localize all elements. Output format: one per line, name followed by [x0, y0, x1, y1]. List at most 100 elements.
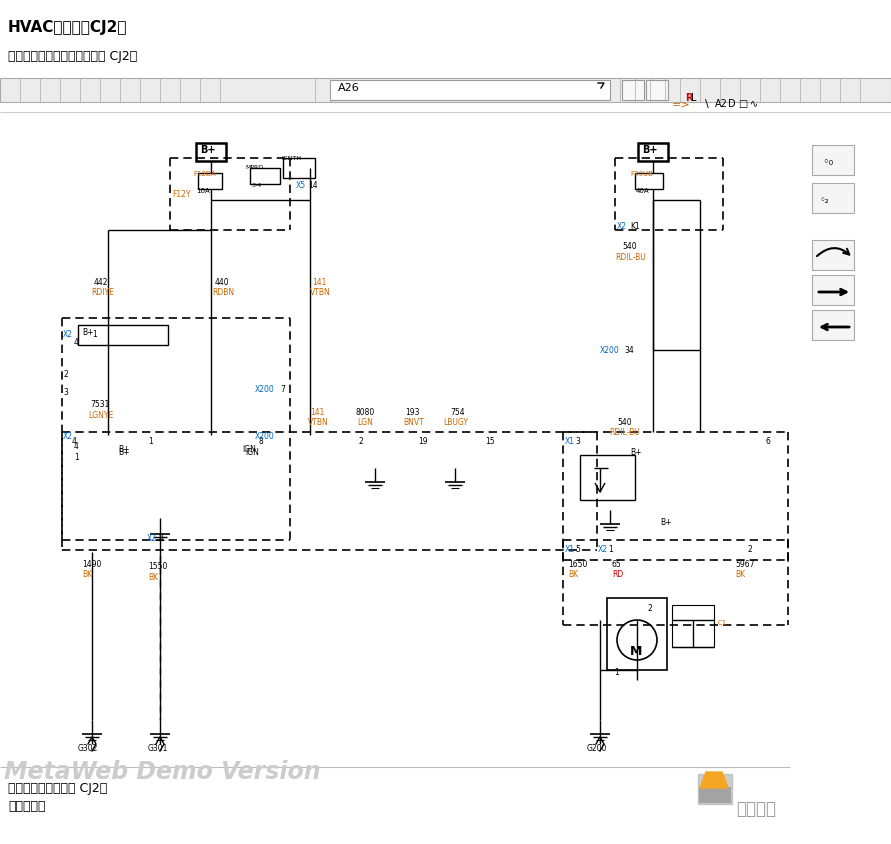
- Text: ∿: ∿: [750, 99, 758, 109]
- Text: 34: 34: [624, 346, 634, 355]
- Text: 2: 2: [358, 437, 363, 446]
- Text: B+: B+: [660, 518, 672, 527]
- Bar: [812, 240, 854, 270]
- Bar: [812, 183, 854, 213]
- Text: RDIYE: RDIYE: [91, 288, 114, 297]
- Bar: [646, 80, 668, 100]
- Bar: [0, 78, 891, 102]
- Text: X200: X200: [255, 385, 274, 394]
- Text: 5967: 5967: [735, 560, 755, 569]
- Text: M: M: [630, 645, 642, 658]
- Polygon shape: [698, 774, 732, 804]
- Text: 3: 3: [63, 388, 68, 397]
- Text: BK: BK: [568, 570, 578, 579]
- Text: IGN: IGN: [242, 445, 256, 454]
- Text: B+: B+: [82, 328, 94, 337]
- Text: □: □: [738, 99, 748, 109]
- Text: MetaWeb Demo Version: MetaWeb Demo Version: [4, 760, 321, 784]
- Text: 440: 440: [215, 278, 230, 287]
- Text: R: R: [685, 93, 692, 103]
- Text: B+: B+: [642, 145, 658, 155]
- Text: 3: 3: [575, 437, 580, 446]
- Text: B+: B+: [630, 448, 642, 457]
- Text: IGN: IGN: [245, 448, 259, 457]
- Text: 141: 141: [312, 278, 326, 287]
- Text: G301: G301: [148, 744, 168, 753]
- Text: F12Y: F12Y: [172, 190, 191, 199]
- Bar: [250, 168, 280, 184]
- Text: X200: X200: [600, 346, 620, 355]
- Bar: [196, 143, 226, 161]
- Text: MPRD: MPRD: [245, 165, 263, 170]
- Text: C1: C1: [718, 620, 727, 626]
- Bar: [812, 310, 854, 340]
- Text: BNVT: BNVT: [403, 418, 424, 427]
- Text: \: \: [705, 99, 708, 109]
- Text: X2: X2: [598, 545, 608, 554]
- Text: 10A: 10A: [196, 188, 209, 194]
- Text: 540: 540: [622, 242, 637, 251]
- Bar: [638, 143, 668, 161]
- Text: 5: 5: [575, 545, 580, 554]
- Text: X2: X2: [63, 432, 73, 441]
- Text: RD: RD: [612, 570, 623, 579]
- Bar: [635, 173, 663, 189]
- Bar: [607, 598, 667, 670]
- Text: =>: =>: [672, 99, 691, 109]
- Text: RDIL-BU: RDIL-BU: [609, 428, 640, 437]
- Text: B+: B+: [118, 445, 129, 454]
- Text: BK: BK: [148, 573, 158, 582]
- Text: A26: A26: [338, 83, 360, 93]
- Text: D: D: [728, 99, 736, 109]
- Text: 193: 193: [405, 408, 420, 417]
- Text: F30UB: F30UB: [630, 171, 653, 177]
- Text: 4: 4: [72, 437, 77, 446]
- Text: X2: X2: [147, 534, 157, 543]
- Text: 2: 2: [648, 604, 653, 613]
- Text: 7: 7: [280, 385, 285, 394]
- Text: ◦₀: ◦₀: [822, 157, 833, 167]
- Text: 754: 754: [450, 408, 464, 417]
- Text: 141: 141: [310, 408, 324, 417]
- Text: 15: 15: [485, 437, 495, 446]
- Text: 3-4: 3-4: [252, 183, 262, 188]
- Text: 1: 1: [608, 545, 613, 554]
- Text: 2: 2: [63, 370, 68, 379]
- Text: 4: 4: [74, 338, 79, 347]
- Text: 1: 1: [614, 668, 618, 677]
- Text: 8: 8: [258, 437, 263, 446]
- Text: VTBN: VTBN: [310, 288, 331, 297]
- Text: 4: 4: [74, 442, 79, 451]
- Text: 442: 442: [94, 278, 109, 287]
- Text: 40A: 40A: [636, 188, 650, 194]
- Text: 1550: 1550: [148, 562, 168, 571]
- Text: 8: 8: [158, 534, 163, 543]
- Text: BK: BK: [82, 570, 92, 579]
- Text: 电源、搭铁和鼓风机电机（带 CJ2）: 电源、搭铁和鼓风机电机（带 CJ2）: [8, 50, 137, 63]
- Text: X2: X2: [617, 222, 627, 231]
- Bar: [580, 455, 635, 500]
- Text: X2: X2: [63, 330, 73, 339]
- Text: L: L: [691, 93, 697, 103]
- Bar: [78, 325, 168, 345]
- Text: RDIL-BU: RDIL-BU: [615, 253, 646, 262]
- Text: G302: G302: [78, 744, 98, 753]
- Text: 2: 2: [748, 545, 753, 554]
- Text: 1650: 1650: [568, 560, 587, 569]
- Text: X1: X1: [565, 437, 575, 446]
- Text: 1: 1: [92, 330, 97, 339]
- Text: ◦₂: ◦₂: [820, 195, 830, 205]
- Text: A2: A2: [715, 99, 728, 109]
- Text: LBUGY: LBUGY: [443, 418, 468, 427]
- Text: LGNYE: LGNYE: [88, 411, 113, 420]
- Text: 14: 14: [308, 181, 317, 190]
- Text: B+: B+: [200, 145, 216, 155]
- Text: X5: X5: [296, 181, 307, 190]
- Bar: [812, 275, 854, 305]
- Text: BK: BK: [735, 570, 745, 579]
- Bar: [622, 80, 644, 100]
- Text: LGN: LGN: [357, 418, 372, 427]
- Text: 65: 65: [612, 560, 622, 569]
- Text: F12DA: F12DA: [193, 171, 216, 177]
- Text: RDBN: RDBN: [212, 288, 234, 297]
